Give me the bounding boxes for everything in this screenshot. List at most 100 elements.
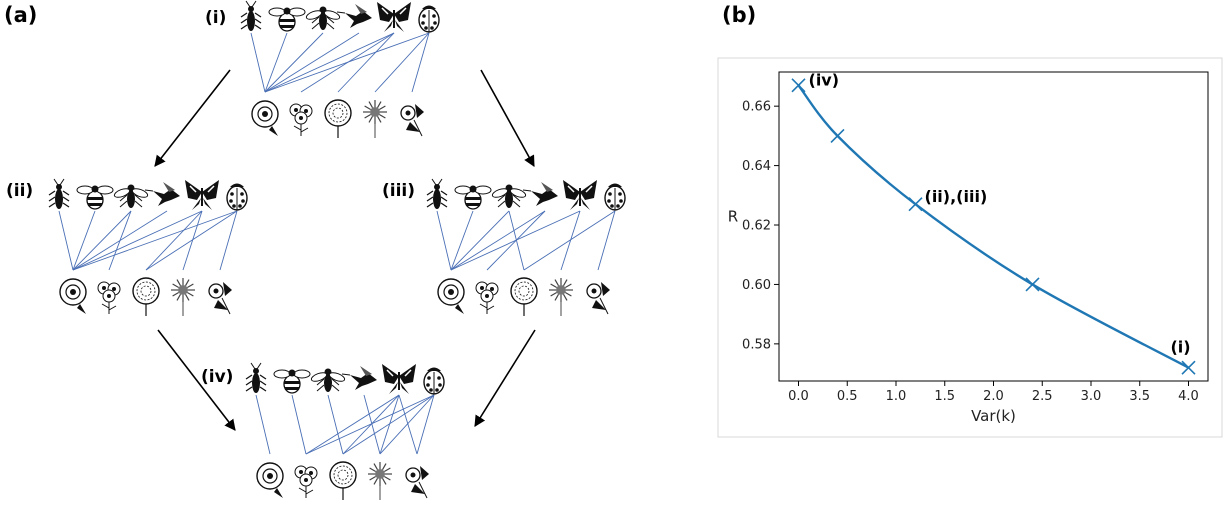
x-tick-label: 3.5 — [1129, 389, 1150, 404]
network-4: (iv) — [201, 362, 445, 500]
rose-icon — [251, 100, 279, 136]
network-edge — [264, 32, 430, 93]
wildflower-icon — [400, 104, 424, 137]
panel-a: (a) (i) (ii) (iii) (iv) — [4, 0, 626, 500]
network-edge — [58, 210, 74, 271]
annotation-label: (ii),(iii) — [925, 187, 988, 206]
network-edge — [250, 32, 266, 93]
x-tick-label: 1.0 — [886, 389, 907, 404]
network-3: (iii) — [382, 178, 626, 316]
dahlia-icon — [324, 99, 352, 138]
network-edge — [363, 394, 381, 455]
network-2: (ii) — [6, 178, 248, 316]
x-tick-label: 0.5 — [837, 389, 858, 404]
network-edge — [305, 394, 400, 455]
y-tick-label: 0.60 — [742, 278, 771, 293]
network-edge — [291, 394, 307, 455]
annotation-label: (i) — [1170, 338, 1190, 357]
arrow-i-to-iii — [480, 69, 535, 167]
fly-icon — [305, 6, 341, 30]
x-axis-label: Var(k) — [971, 407, 1016, 425]
daisy-cluster-icon — [294, 465, 318, 498]
butterfly-icon — [185, 180, 219, 210]
butterfly-icon — [382, 364, 416, 394]
network-label: (iii) — [382, 181, 415, 201]
ladybug-icon — [604, 183, 626, 211]
panel-b: (b) 0.0 0.5 1.0 1.5 2.0 2.5 3.0 3.5 4.00.580.600… — [717, 3, 1223, 438]
panel-a-label: (a) — [4, 3, 37, 27]
network-edge — [264, 32, 324, 93]
annotation-label: (iv) — [809, 70, 840, 89]
network-edge — [145, 210, 238, 271]
pollinator-row — [48, 178, 248, 211]
data-point-marker — [830, 128, 845, 143]
network-edge — [560, 210, 581, 271]
network-diagrams: (i) (ii) (iii) (iv) — [6, 0, 626, 500]
wildflower-icon — [405, 466, 429, 499]
network-edge — [523, 210, 616, 271]
annotations: (iv) (ii),(iii) (i) — [809, 70, 1191, 356]
beetle-icon — [48, 178, 70, 209]
network-edge — [72, 210, 132, 271]
network-edge — [72, 210, 203, 271]
panel-b-label: (b) — [722, 3, 756, 27]
data-point-marker — [1025, 277, 1040, 292]
wildflower-icon — [208, 282, 232, 315]
pollinator-row — [240, 0, 440, 33]
y-axis: 0.58 0.60 0.62 0.64 0.66 — [742, 100, 779, 352]
chart-frame — [717, 57, 1223, 438]
sunflower-icon — [171, 278, 195, 316]
network-edges — [250, 32, 430, 93]
network-edge — [182, 210, 203, 271]
network-edge — [379, 394, 400, 455]
arrow-i-to-ii — [154, 69, 231, 167]
y-tick-label: 0.62 — [742, 219, 771, 234]
x-tick-label: 3.0 — [1081, 389, 1102, 404]
x-axis: 0.0 0.5 1.0 1.5 2.0 2.5 3.0 3.5 4.0 — [788, 381, 1199, 404]
pollinator-row — [426, 178, 626, 211]
network-edges — [436, 210, 616, 271]
butterfly-icon — [563, 180, 597, 210]
network-label: (ii) — [6, 181, 33, 201]
ladybug-icon — [423, 367, 445, 395]
data-point-marker — [908, 197, 923, 212]
network-edge — [450, 210, 546, 271]
y-tick-label: 0.58 — [742, 337, 771, 352]
bumblebee-icon — [273, 369, 311, 394]
data-point-marker — [791, 78, 806, 93]
network-edge — [145, 210, 203, 271]
daisy-cluster-icon — [475, 281, 499, 314]
flower-row — [437, 277, 610, 316]
network-edge — [450, 210, 510, 271]
data-point-marker — [1181, 360, 1196, 375]
network-edges — [58, 210, 238, 271]
beetle-icon — [240, 0, 262, 31]
sunflower-icon — [368, 462, 392, 500]
network-label: (iv) — [201, 367, 233, 387]
network-label: (i) — [205, 8, 226, 28]
sunflower-icon — [549, 278, 573, 316]
network-edge — [72, 210, 96, 271]
y-axis-label: R — [728, 208, 738, 226]
y-tick-label: 0.66 — [742, 100, 771, 115]
network-edge — [411, 32, 430, 93]
arrow-ii-to-iv — [157, 329, 236, 431]
hummingbird-icon — [341, 366, 377, 390]
network-edge — [597, 210, 616, 271]
rose-icon — [256, 462, 284, 498]
network-edge — [450, 210, 581, 271]
network-edge — [305, 394, 435, 455]
beetle-icon — [426, 178, 448, 209]
bumblebee-icon — [268, 7, 306, 32]
wildflower-icon — [586, 282, 610, 315]
beetle-icon — [245, 362, 267, 393]
ladybug-icon — [418, 5, 440, 33]
rose-icon — [437, 278, 465, 314]
fly-icon — [310, 368, 346, 392]
x-tick-label: 0.0 — [788, 389, 809, 404]
network-edge — [72, 210, 168, 271]
network-edge — [327, 394, 344, 455]
hummingbird-icon — [144, 182, 180, 206]
chart-r-vs-vark: 0.0 0.5 1.0 1.5 2.0 2.5 3.0 3.5 4.00.580.600.620… — [728, 70, 1209, 425]
